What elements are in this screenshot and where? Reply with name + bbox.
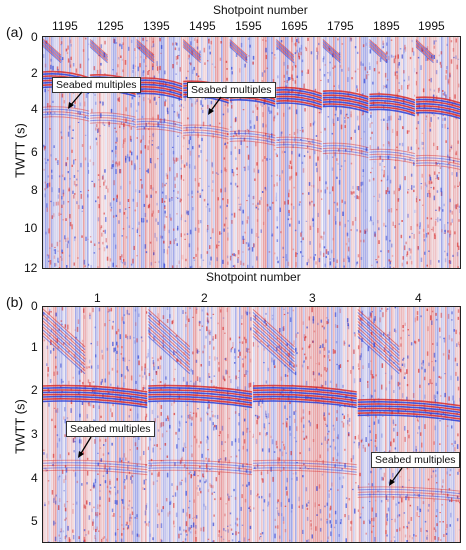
panel-a-annotation-seabed-multiples-2: Seabed multiples xyxy=(187,82,276,99)
panel-a-x-tick: 1895 xyxy=(373,19,400,33)
panel-a-y-tick: 12 xyxy=(24,261,38,275)
panel-a-y-tick: 2 xyxy=(31,66,38,80)
panel-b-annotation-seabed-multiples-2: Seabed multiples xyxy=(371,452,460,469)
panel-a-arrow-2 xyxy=(208,96,222,115)
panel-a-x-tick: 1595 xyxy=(235,19,262,33)
panel-b-y-tick: 4 xyxy=(31,471,38,485)
panel-a-y-tick: 10 xyxy=(24,221,38,235)
panel-a-y-tick: 6 xyxy=(31,145,38,159)
panel-b-arrow-1 xyxy=(78,436,92,458)
panel-a-seismic-section xyxy=(42,36,461,269)
panel-b-x-axis-title: Shotpoint number xyxy=(206,270,301,284)
panel-b-x-tick: 2 xyxy=(201,291,208,305)
panel-a-x-tick: 1295 xyxy=(97,19,124,33)
panel-a-seismic-image xyxy=(43,37,460,268)
panel-a-x-tick: 1795 xyxy=(327,19,354,33)
panel-b-letter: (b) xyxy=(6,294,24,310)
panel-b-y-tick: 2 xyxy=(31,383,38,397)
panel-a-y-tick: 0 xyxy=(31,30,38,44)
panel-a-x-tick: 1395 xyxy=(143,19,170,33)
panel-b-y-tick: 5 xyxy=(31,514,38,528)
panel-b-x-tick: 1 xyxy=(94,291,101,305)
panel-a-arrow-1 xyxy=(68,91,83,109)
panel-a-y-tick: 4 xyxy=(31,102,38,116)
panel-a-letter: (a) xyxy=(6,24,24,40)
panel-a-x-tick: 1995 xyxy=(418,19,445,33)
panel-a-x-axis-title: Shotpoint number xyxy=(213,3,308,17)
panel-a-x-tick: 1195 xyxy=(52,19,78,33)
panel-b-y-axis-title: TWTT (s) xyxy=(12,399,28,454)
panel-b-y-tick: 3 xyxy=(31,427,38,441)
panel-a-y-tick: 8 xyxy=(31,183,38,197)
panel-b-x-tick: 3 xyxy=(309,291,316,305)
panel-a-annotation-seabed-multiples-1: Seabed multiples xyxy=(52,77,141,94)
panel-a-x-tick: 1495 xyxy=(189,19,216,33)
panel-a-x-tick: 1695 xyxy=(281,19,308,33)
panel-b-arrow-2 xyxy=(389,467,403,486)
panel-b-x-tick: 4 xyxy=(415,291,422,305)
panel-b-annotation-seabed-multiples-1: Seabed multiples xyxy=(66,421,155,438)
panel-b-y-tick: 1 xyxy=(31,340,38,354)
panel-a-y-axis-title: TWTT (s) xyxy=(12,123,28,178)
panel-b-y-tick: 0 xyxy=(31,299,38,313)
